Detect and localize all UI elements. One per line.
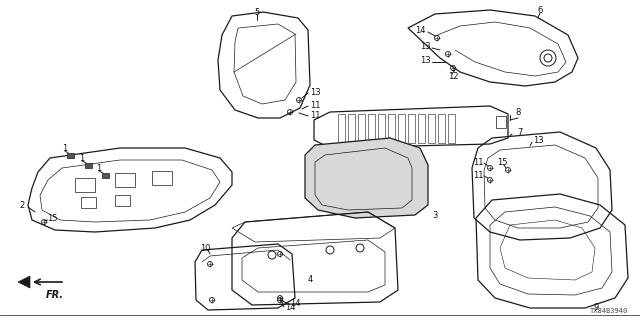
Bar [84,163,92,167]
Bar [115,195,129,205]
Text: 2: 2 [19,201,24,210]
Text: 12: 12 [448,71,458,81]
Text: 9: 9 [593,303,598,313]
Bar [115,173,135,187]
Text: 13: 13 [420,42,430,51]
Bar [67,153,74,157]
Text: 15: 15 [497,157,508,166]
Text: FR.: FR. [46,290,64,300]
Text: 11: 11 [310,100,320,109]
Text: 11: 11 [473,171,483,180]
Text: 6: 6 [538,5,543,14]
Text: 11: 11 [473,157,483,166]
Text: 1: 1 [79,154,84,163]
Text: 3: 3 [432,211,438,220]
Text: 1: 1 [62,143,68,153]
Text: 8: 8 [515,108,521,116]
Text: 14: 14 [290,300,300,308]
Text: 4: 4 [307,276,312,284]
Text: 14: 14 [415,26,425,35]
Polygon shape [18,276,30,288]
Text: 7: 7 [517,127,523,137]
Text: 1: 1 [97,164,102,172]
Text: 5: 5 [254,7,260,17]
Polygon shape [305,138,428,218]
Bar [81,196,95,207]
Text: TX84B3940: TX84B3940 [589,308,628,314]
Text: 14: 14 [285,303,295,313]
Bar [152,171,172,185]
Text: 10: 10 [200,244,211,252]
Text: 15: 15 [47,213,57,222]
Bar [75,178,95,192]
Text: 13: 13 [310,87,320,97]
Text: 13: 13 [532,135,543,145]
Text: 11: 11 [310,110,320,119]
Bar [102,172,109,178]
Text: 13: 13 [420,55,430,65]
